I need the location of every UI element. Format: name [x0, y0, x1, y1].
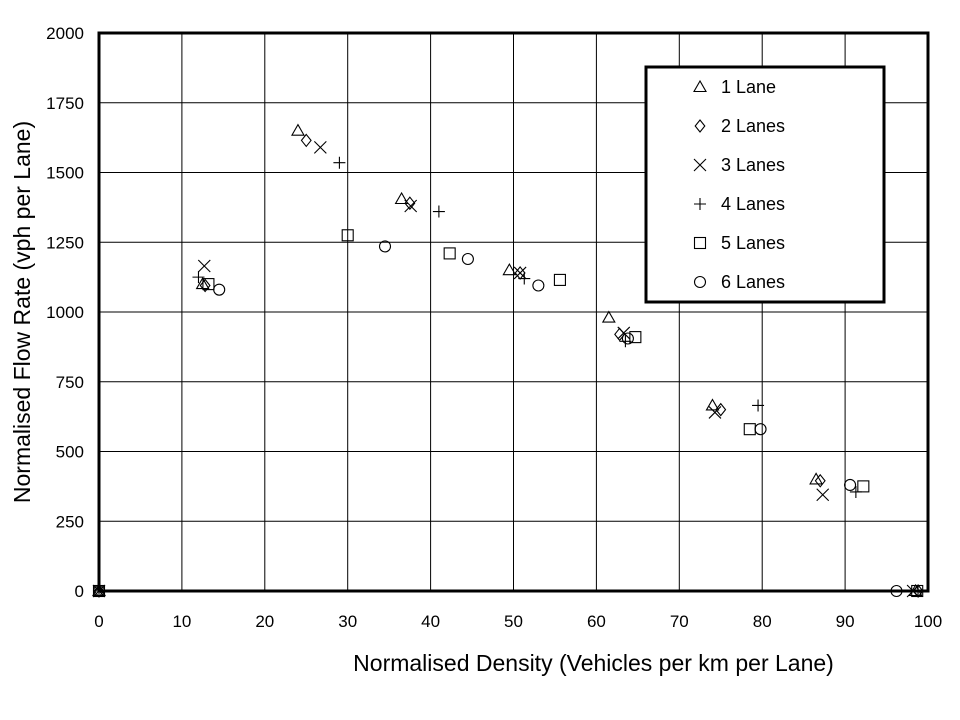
data-point — [809, 472, 824, 485]
y-tick-label: 500 — [56, 443, 84, 462]
data-point — [443, 247, 456, 260]
legend-item: 2 Lanes — [694, 116, 785, 136]
y-tick-label: 1250 — [46, 233, 84, 252]
y-axis-title: Normalised Flow Rate (vph per Lane) — [9, 121, 35, 503]
data-point — [502, 263, 517, 276]
legend-label: 2 Lanes — [721, 116, 785, 136]
x-tick-label: 100 — [914, 612, 942, 631]
data-point — [291, 123, 305, 136]
data-point — [333, 156, 346, 169]
data-point — [816, 488, 830, 502]
data-point — [857, 480, 870, 493]
legend-items: 1 Lane 2 Lanes 3 Lanes 4 Lanes 5 Lanes 6 Lane… — [693, 77, 785, 292]
legend-item: 3 Lanes — [693, 155, 785, 175]
x-tick-label: 40 — [421, 612, 440, 631]
legend-box — [644, 65, 886, 304]
legend: 1 Lane 2 Lanes 3 Lanes 4 Lanes 5 Lanes 6 Lane… — [644, 65, 886, 304]
legend-label: 3 Lanes — [721, 155, 785, 175]
data-point — [202, 278, 215, 291]
data-point — [378, 240, 392, 253]
legend-marker — [693, 79, 707, 93]
data-point — [814, 473, 826, 488]
x-tick-label: 80 — [753, 612, 772, 631]
legend-item: 1 Lane — [693, 77, 776, 97]
data-point — [629, 331, 642, 344]
legend-label: 5 Lanes — [721, 233, 785, 253]
data-point — [743, 423, 756, 436]
data-point — [844, 478, 857, 492]
data-point — [341, 229, 354, 242]
legend-marker — [693, 158, 707, 172]
data-point — [708, 406, 722, 419]
data-point — [199, 278, 211, 293]
data-point — [197, 259, 211, 273]
x-tick-label: 0 — [94, 612, 103, 631]
x-axis-title: Normalised Density (Vehicles per km per … — [353, 650, 834, 676]
x-tick-label: 90 — [836, 612, 855, 631]
data-point — [313, 141, 327, 154]
legend-marker — [694, 198, 706, 210]
data-point — [553, 273, 566, 286]
data-point — [715, 402, 727, 417]
y-tick-label: 0 — [75, 582, 84, 601]
data-point — [300, 133, 312, 148]
legend-label: 1 Lane — [721, 77, 776, 97]
plot-area-frame — [97, 31, 930, 593]
legend-item: 5 Lanes — [693, 233, 785, 253]
y-tick-label: 2000 — [46, 24, 84, 43]
y-tick-label: 1750 — [46, 94, 84, 113]
x-tick-label: 70 — [670, 612, 689, 631]
legend-marker — [693, 236, 707, 250]
x-tick-label: 30 — [338, 612, 357, 631]
legend-label: 4 Lanes — [721, 194, 785, 214]
data-point — [192, 271, 205, 284]
data-point — [432, 205, 445, 218]
legend-marker — [694, 119, 706, 133]
legend-label: 6 Lanes — [721, 272, 785, 292]
data-point — [754, 423, 767, 436]
y-tick-label: 1500 — [46, 164, 84, 183]
x-tick-label: 20 — [255, 612, 274, 631]
data-point — [752, 399, 765, 412]
legend-item: 4 Lanes — [694, 194, 785, 214]
x-tick-label: 50 — [504, 612, 523, 631]
tick-labels: 0 10 20 30 40 50 60 70 80 90 100025050075010001250… — [46, 24, 942, 631]
y-tick-label: 1000 — [46, 303, 84, 322]
data-point — [601, 310, 616, 323]
data-point — [532, 279, 545, 292]
legend-item: 6 Lanes — [693, 272, 785, 292]
data-point — [621, 332, 634, 345]
legend-marker — [693, 275, 707, 289]
data-point — [213, 283, 226, 296]
data-point — [518, 272, 531, 285]
data-point — [404, 199, 418, 213]
data-point — [461, 252, 474, 266]
data-point — [394, 191, 409, 205]
data-point — [617, 326, 631, 340]
y-tick-label: 750 — [56, 373, 84, 392]
x-tick-label: 10 — [172, 612, 191, 631]
x-tick-label: 60 — [587, 612, 606, 631]
y-tick-label: 250 — [56, 512, 84, 531]
